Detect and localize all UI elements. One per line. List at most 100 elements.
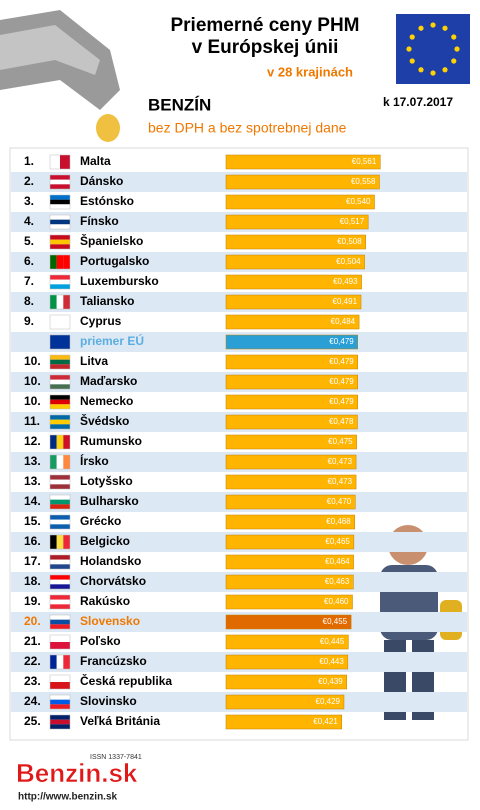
value-label: €0,540 — [346, 197, 371, 206]
value-label: €0,493 — [333, 277, 358, 286]
rank: 1. — [24, 154, 34, 168]
rank: 4. — [24, 214, 34, 228]
flag-stripe — [63, 255, 70, 269]
bar — [225, 214, 369, 230]
flag-stripe — [50, 419, 70, 425]
flag-stripe — [56, 295, 64, 309]
bar — [225, 454, 357, 470]
country: Írsko — [80, 453, 109, 468]
rank: 12. — [24, 434, 41, 448]
value-label: €0,470 — [327, 497, 352, 506]
rank: 25. — [24, 714, 41, 728]
flag-stripe — [50, 404, 70, 409]
country: Chorvátsko — [80, 574, 146, 588]
country: Cyprus — [80, 314, 122, 328]
flag-stripe — [50, 435, 57, 449]
rank: 20. — [24, 614, 41, 628]
bar — [225, 634, 349, 650]
flag-stripe — [63, 655, 70, 669]
flag-stripe — [50, 244, 70, 249]
flag-frame — [49, 714, 71, 730]
flag-frame — [49, 234, 71, 250]
value-label: €0,439 — [318, 677, 343, 686]
flag-frame — [49, 374, 71, 390]
bar — [225, 334, 358, 350]
flag-stripe — [50, 219, 70, 225]
rank: 14. — [24, 494, 41, 508]
country: Fínsko — [80, 214, 119, 228]
flag-stripe — [50, 555, 70, 560]
flag-stripe — [50, 579, 70, 585]
star — [454, 46, 460, 52]
bar — [225, 514, 355, 530]
flag-stripe — [63, 295, 70, 309]
fuel: BENZÍN — [148, 95, 211, 114]
value-label: €0,508 — [337, 237, 362, 246]
flag-frame — [49, 254, 71, 270]
flag-frame — [49, 394, 71, 410]
bar — [225, 154, 381, 170]
value-label: €0,473 — [328, 477, 353, 486]
flag-stripe — [50, 255, 57, 269]
flag-frame — [49, 514, 71, 530]
flag-frame — [49, 294, 71, 310]
flag-stripe — [50, 184, 70, 189]
flag-stripe — [50, 724, 70, 729]
flag-frame — [49, 634, 71, 650]
value-label: €0,445 — [320, 637, 345, 646]
rank: 10. — [24, 354, 41, 368]
flag-frame — [49, 614, 71, 630]
star — [409, 58, 415, 64]
value-label: €0,455 — [323, 617, 348, 626]
flag-stripe — [50, 599, 70, 605]
rank: 19. — [24, 594, 41, 608]
country: Rakúsko — [80, 594, 130, 608]
value-label: €0,464 — [325, 557, 350, 566]
star — [442, 25, 448, 31]
country: Maďarsko — [80, 374, 137, 388]
rank: 13. — [24, 454, 41, 468]
value-label: €0,517 — [340, 217, 365, 226]
flag-stripe — [50, 455, 57, 469]
flag-stripe — [50, 375, 70, 380]
flag-frame — [49, 214, 71, 230]
value-label: €0,558 — [351, 177, 376, 186]
value-label: €0,491 — [333, 297, 358, 306]
flag-stripe — [50, 675, 70, 682]
bar — [225, 534, 355, 550]
flag-frame — [49, 354, 71, 370]
star — [430, 22, 436, 28]
flag-frame — [49, 414, 71, 430]
flag-stripe — [56, 255, 64, 269]
value-label: €0,504 — [336, 257, 361, 266]
country: Luxembursko — [80, 274, 159, 288]
value-label: €0,479 — [329, 337, 354, 346]
rank: 2. — [24, 174, 34, 188]
country: Francúzsko — [80, 654, 147, 668]
flag-stripe — [50, 284, 70, 289]
value-label: €0,460 — [324, 597, 349, 606]
flag-stripe — [50, 355, 70, 360]
flag-stripe — [50, 619, 70, 625]
bar — [225, 234, 366, 250]
flag-stripe — [50, 624, 70, 629]
bar — [225, 414, 358, 430]
flag-stripe — [63, 455, 70, 469]
country: Belgicko — [80, 534, 130, 548]
flag-stripe — [50, 235, 70, 240]
flag-stripe — [50, 364, 70, 369]
country: Slovensko — [80, 614, 140, 628]
country: Španielsko — [80, 233, 143, 248]
bar — [225, 434, 357, 450]
rank: 7. — [24, 274, 34, 288]
value-label: €0,443 — [319, 657, 344, 666]
flag-stripe — [56, 435, 64, 449]
country: Portugalsko — [80, 254, 149, 268]
country: Veľká Británia — [80, 714, 160, 728]
flag-stripe — [50, 655, 57, 669]
rank: 3. — [24, 194, 34, 208]
country: Taliansko — [80, 294, 134, 308]
flag-stripe — [50, 239, 70, 245]
flag-stripe — [56, 535, 64, 549]
